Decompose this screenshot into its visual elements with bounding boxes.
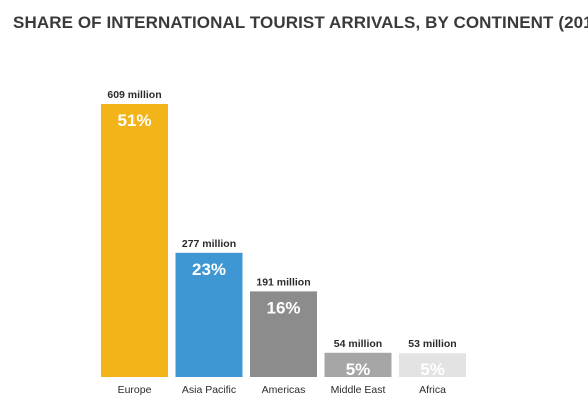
- share-label: 51%: [117, 111, 151, 130]
- category-label: Middle East: [331, 384, 386, 396]
- value-label: 54 million: [334, 338, 382, 350]
- bar-africa: [399, 353, 466, 377]
- share-label: 5%: [420, 360, 445, 379]
- category-label: Asia Pacific: [182, 384, 236, 396]
- share-label: 5%: [346, 360, 371, 379]
- bar-asia-pacific: [175, 252, 243, 377]
- category-label: Americas: [262, 384, 306, 396]
- share-label: 23%: [192, 260, 226, 279]
- bar-americas: [250, 291, 317, 377]
- value-label: 191 million: [256, 276, 310, 288]
- chart-title: SHARE OF INTERNATIONAL TOURIST ARRIVALS,…: [13, 13, 588, 32]
- value-label: 277 million: [182, 238, 236, 250]
- category-label: Africa: [419, 384, 446, 396]
- share-label: 16%: [266, 298, 300, 317]
- value-label: 609 million: [107, 89, 161, 101]
- bar-europe: [101, 104, 168, 377]
- bar-middle-east: [324, 352, 392, 377]
- category-label: Europe: [118, 384, 152, 396]
- value-label: 53 million: [408, 338, 456, 350]
